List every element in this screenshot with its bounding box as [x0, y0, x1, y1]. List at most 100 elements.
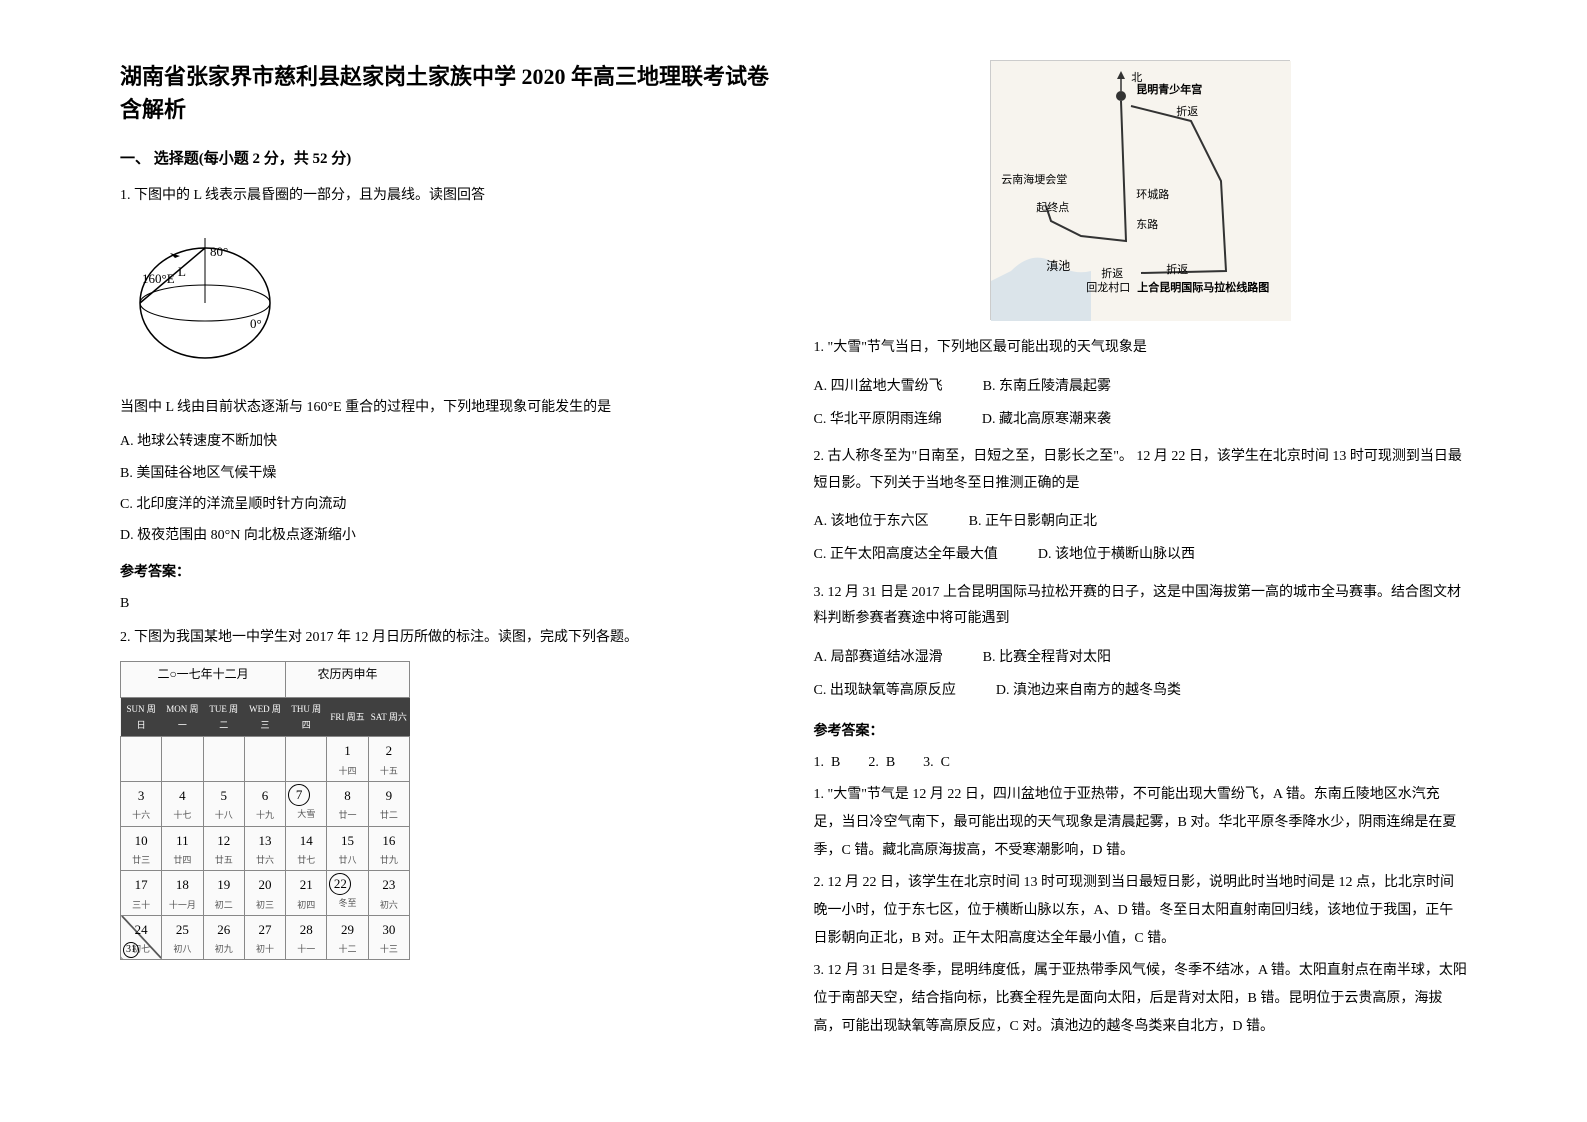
calendar-cell: 9廿二 — [368, 782, 409, 827]
calendar-lunar: 廿四 — [164, 852, 200, 868]
map-label-yunnan: 云南海埂会堂 — [1001, 171, 1067, 191]
q2-sub2-d: D. 该地位于横断山脉以西 — [1038, 542, 1195, 567]
q2-explain-3: 3. 12 月 31 日是冬季，昆明纬度低，属于亚热带季风气候，冬季不结冰，A … — [814, 957, 1468, 1041]
calendar-daynum: 9 — [371, 784, 407, 807]
calendar-cell — [162, 737, 203, 782]
calendar-daynum: 28 — [288, 918, 324, 941]
calendar-lunar: 三十 — [123, 897, 159, 913]
calendar-weekday: SAT 周六 — [368, 698, 409, 737]
calendar-daynum: 8 — [329, 784, 365, 807]
calendar-daynum: 7 — [288, 784, 310, 806]
q2-sub2-b: B. 正午日影朝向正北 — [969, 509, 1097, 534]
calendar-cell: 6十九 — [244, 782, 285, 827]
calendar-cell: 25初八 — [162, 915, 203, 960]
calendar-lunar: 廿七 — [288, 852, 324, 868]
calendar-cell: 12廿五 — [203, 826, 244, 871]
marathon-map: 北 昆明青少年宫 折返 云南海埂会堂 起终点 滇池 环城路 东路 折返 上合昆明… — [990, 60, 1290, 320]
q2-sub3-b: B. 比赛全程背对太阳 — [983, 645, 1111, 670]
calendar-table: 二○一七年十二月 农历丙申年 SUN 周日MON 周一TUE 周二WED 周三T… — [120, 661, 410, 960]
calendar-cell: 24初七31 — [121, 915, 162, 960]
calendar-cell: 1十四 — [327, 737, 368, 782]
calendar-cell: 22冬至 — [327, 871, 368, 916]
globe-diagram: 80° 160°E L 0° — [120, 228, 290, 368]
calendar-cell: 17三十 — [121, 871, 162, 916]
q2-stem: 2. 下图为我国某地一中学生对 2017 年 12 月日历所做的标注。读图，完成… — [120, 625, 774, 652]
calendar-weekday: TUE 周二 — [203, 698, 244, 737]
calendar-title-left: 二○一七年十二月 — [121, 662, 286, 698]
calendar-daynum: 17 — [123, 873, 159, 896]
calendar-cell: 20初三 — [244, 871, 285, 916]
calendar-lunar: 冬至 — [329, 895, 365, 911]
calendar-daynum: 5 — [206, 784, 242, 807]
calendar-daynum: 26 — [206, 918, 242, 941]
globe-label-160e: 160°E — [142, 271, 175, 286]
calendar-lunar: 十三 — [371, 941, 407, 957]
calendar-daynum: 11 — [164, 829, 200, 852]
calendar-lunar: 初三 — [247, 897, 283, 913]
calendar-weekday: THU 周四 — [286, 698, 327, 737]
calendar-daynum: 20 — [247, 873, 283, 896]
calendar-lunar: 初十 — [247, 941, 283, 957]
globe-label-80: 80° — [210, 244, 228, 259]
globe-label-0: 0° — [250, 316, 262, 331]
calendar-daynum: 14 — [288, 829, 324, 852]
calendar-cell: 28十一 — [286, 915, 327, 960]
calendar-cell — [121, 737, 162, 782]
calendar-cell: 10廿三 — [121, 826, 162, 871]
map-label-huancheng: 环城路 — [1136, 186, 1169, 206]
calendar-lunar: 十六 — [123, 807, 159, 823]
calendar-lunar: 廿一 — [329, 807, 365, 823]
q2-sub2-stem: 2. 古人称冬至为"日南至，日短之至，日影长之至"。 12 月 22 日，该学生… — [814, 444, 1468, 497]
calendar-daynum: 4 — [164, 784, 200, 807]
q1-stem: 1. 下图中的 L 线表示晨昏圈的一部分，且为晨线。读图回答 — [120, 183, 774, 210]
calendar-lunar: 廿三 — [123, 852, 159, 868]
map-label-return-2: 折返 — [1166, 261, 1188, 281]
calendar-cell: 2十五 — [368, 737, 409, 782]
calendar-daynum: 27 — [247, 918, 283, 941]
q2-sub3-d: D. 滇池边来自南方的越冬鸟类 — [996, 678, 1181, 703]
calendar-lunar: 初六 — [371, 897, 407, 913]
q2-answers: 1. B 2. B 3. C — [814, 750, 1468, 775]
calendar-cell: 18十一月 — [162, 871, 203, 916]
map-label-youth: 昆明青少年宫 — [1136, 81, 1202, 101]
calendar-lunar: 初四 — [288, 897, 324, 913]
calendar-cell: 21初四 — [286, 871, 327, 916]
calendar-cell: 23初六 — [368, 871, 409, 916]
q1-option-b: B. 美国硅谷地区气候干燥 — [120, 461, 774, 486]
calendar-daynum: 21 — [288, 873, 324, 896]
calendar-cell: 5十八 — [203, 782, 244, 827]
calendar-daynum: 23 — [371, 873, 407, 896]
q2-sub2-c: C. 正午太阳高度达全年最大值 — [814, 542, 998, 567]
calendar-corner-31: 31 — [123, 941, 139, 958]
calendar-daynum: 10 — [123, 829, 159, 852]
q2-sub1-c: C. 华北平原阴雨连绵 — [814, 407, 942, 432]
q1-option-c: C. 北印度洋的洋流呈顺时针方向流动 — [120, 492, 774, 517]
calendar-lunar: 初九 — [206, 941, 242, 957]
calendar-cell: 13廿六 — [244, 826, 285, 871]
q1-answer-heading: 参考答案： — [120, 560, 774, 585]
calendar-cell: 19初二 — [203, 871, 244, 916]
q2-sub1-stem: 1. "大雪"节气当日，下列地区最可能出现的天气现象是 — [814, 335, 1468, 362]
calendar-header-row: SUN 周日MON 周一TUE 周二WED 周三THU 周四FRI 周五SAT … — [121, 698, 410, 737]
calendar-daynum: 6 — [247, 784, 283, 807]
calendar-cell — [244, 737, 285, 782]
globe-label-l: L — [178, 264, 186, 279]
calendar-lunar: 初二 — [206, 897, 242, 913]
calendar-daynum: 3 — [123, 784, 159, 807]
q2-answer-heading: 参考答案： — [814, 719, 1468, 744]
calendar-daynum: 12 — [206, 829, 242, 852]
q1-after-fig: 当图中 L 线由目前状态逐渐与 160°E 重合的过程中，下列地理现象可能发生的… — [120, 395, 774, 422]
calendar-cell: 4十七 — [162, 782, 203, 827]
calendar-lunar: 十二 — [329, 941, 365, 957]
calendar-cell: 15廿八 — [327, 826, 368, 871]
calendar-cell: 7大雪 — [286, 782, 327, 827]
right-column: 北 昆明青少年宫 折返 云南海埂会堂 起终点 滇池 环城路 东路 折返 上合昆明… — [794, 60, 1488, 1082]
section-1-heading: 一、 选择题(每小题 2 分，共 52 分) — [120, 146, 774, 173]
calendar-title-right: 农历丙申年 — [286, 662, 410, 698]
calendar-lunar: 大雪 — [288, 806, 324, 822]
q1-answer: B — [120, 591, 774, 616]
calendar-lunar: 十四 — [329, 763, 365, 779]
map-caption: 上合昆明国际马拉松线路图 — [1137, 279, 1269, 299]
calendar-lunar: 十五 — [371, 763, 407, 779]
calendar-cell: 16廿九 — [368, 826, 409, 871]
